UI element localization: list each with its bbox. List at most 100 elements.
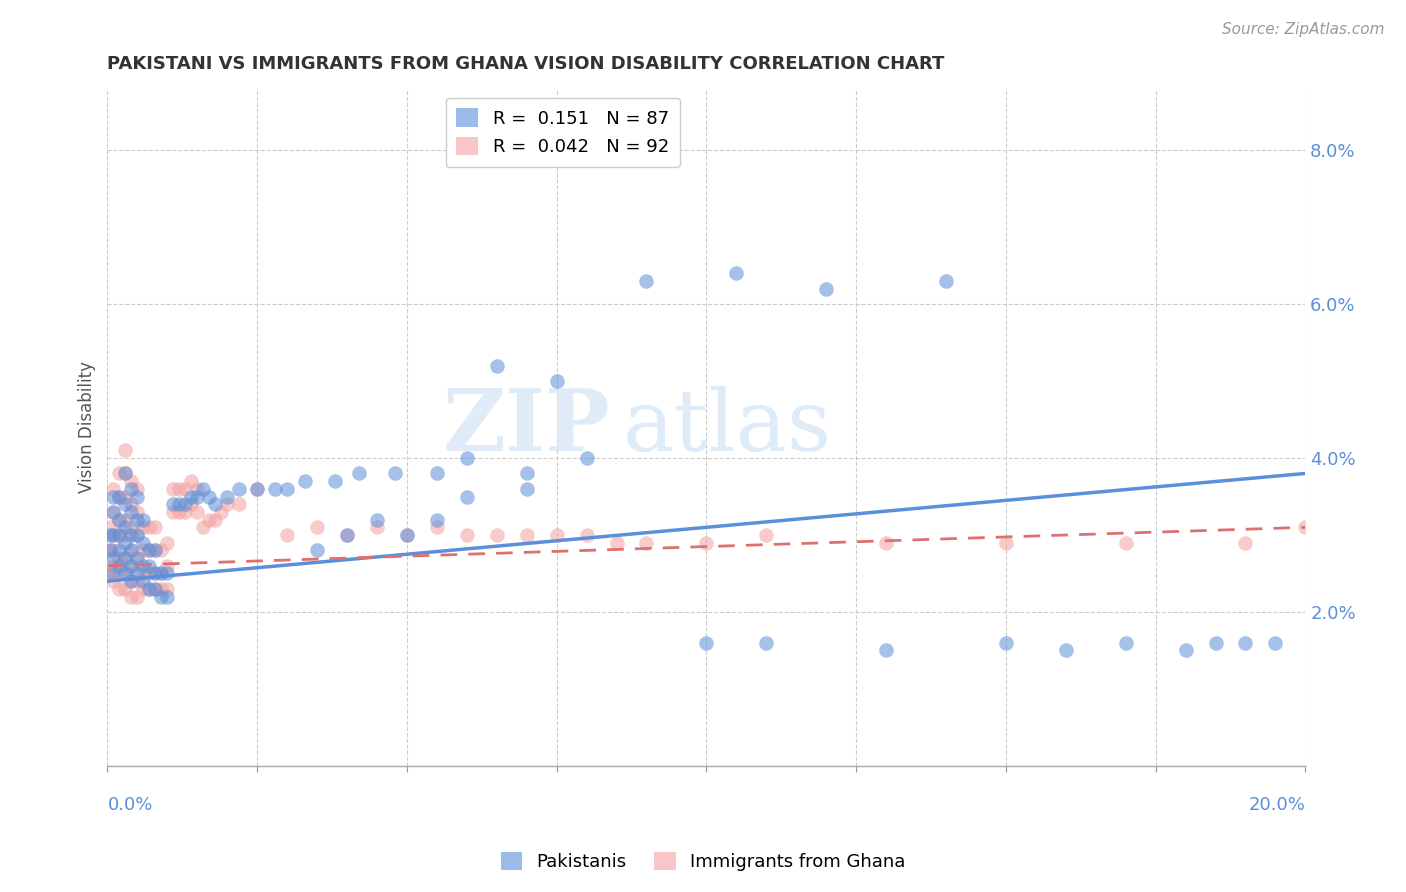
Point xyxy=(127,574,149,589)
Point xyxy=(1234,535,1257,549)
Point xyxy=(103,551,125,566)
Point xyxy=(994,636,1017,650)
Point xyxy=(103,543,125,558)
Point xyxy=(294,474,316,488)
Point xyxy=(143,582,166,596)
Point xyxy=(516,528,538,542)
Point xyxy=(114,443,136,458)
Point xyxy=(695,636,717,650)
Point xyxy=(127,482,149,496)
Point xyxy=(1205,636,1227,650)
Point xyxy=(305,543,328,558)
Point xyxy=(276,482,298,496)
Point xyxy=(132,558,155,573)
Text: ZIP: ZIP xyxy=(443,385,610,469)
Point xyxy=(132,513,155,527)
Point xyxy=(636,535,658,549)
Point xyxy=(605,535,627,549)
Point xyxy=(132,535,155,549)
Point xyxy=(167,505,190,519)
Point xyxy=(114,520,136,534)
Point xyxy=(264,482,287,496)
Point xyxy=(156,590,179,604)
Point xyxy=(994,535,1017,549)
Point xyxy=(193,520,215,534)
Point xyxy=(1115,535,1137,549)
Legend: Pakistanis, Immigrants from Ghana: Pakistanis, Immigrants from Ghana xyxy=(494,845,912,879)
Point xyxy=(174,482,197,496)
Point xyxy=(695,535,717,549)
Point xyxy=(120,574,142,589)
Point xyxy=(132,543,155,558)
Point xyxy=(755,528,778,542)
Point xyxy=(138,566,160,581)
Point xyxy=(426,513,449,527)
Point xyxy=(180,490,202,504)
Point xyxy=(180,497,202,511)
Point xyxy=(127,513,149,527)
Point xyxy=(138,582,160,596)
Point xyxy=(456,490,478,504)
Point xyxy=(755,636,778,650)
Point xyxy=(636,274,658,288)
Point xyxy=(120,543,142,558)
Point xyxy=(336,528,359,542)
Point xyxy=(217,497,239,511)
Point xyxy=(120,558,142,573)
Point xyxy=(127,505,149,519)
Point xyxy=(127,590,149,604)
Legend: R =  0.151   N = 87, R =  0.042   N = 92: R = 0.151 N = 87, R = 0.042 N = 92 xyxy=(446,97,679,167)
Point xyxy=(305,520,328,534)
Point xyxy=(815,282,838,296)
Point xyxy=(114,582,136,596)
Point xyxy=(108,490,131,504)
Point xyxy=(204,497,226,511)
Point xyxy=(120,520,142,534)
Point xyxy=(120,543,142,558)
Point xyxy=(276,528,298,542)
Point xyxy=(100,528,122,542)
Point xyxy=(138,543,160,558)
Point xyxy=(575,450,598,465)
Point xyxy=(546,528,568,542)
Point xyxy=(1264,636,1286,650)
Point xyxy=(426,467,449,481)
Point xyxy=(366,513,388,527)
Point xyxy=(120,574,142,589)
Point xyxy=(935,274,957,288)
Point xyxy=(120,474,142,488)
Point xyxy=(108,513,131,527)
Point xyxy=(120,497,142,511)
Point xyxy=(485,359,508,373)
Point xyxy=(103,505,125,519)
Point xyxy=(114,490,136,504)
Point xyxy=(156,535,179,549)
Point xyxy=(366,520,388,534)
Point xyxy=(174,497,197,511)
Point xyxy=(127,566,149,581)
Point xyxy=(108,551,131,566)
Point xyxy=(103,482,125,496)
Point xyxy=(217,490,239,504)
Point xyxy=(1174,643,1197,657)
Point xyxy=(120,482,142,496)
Point xyxy=(132,566,155,581)
Point xyxy=(103,558,125,573)
Point xyxy=(114,566,136,581)
Point xyxy=(132,520,155,534)
Y-axis label: Vision Disability: Vision Disability xyxy=(79,361,96,493)
Point xyxy=(162,505,184,519)
Point xyxy=(138,543,160,558)
Point xyxy=(150,590,173,604)
Point xyxy=(193,482,215,496)
Point xyxy=(108,467,131,481)
Point xyxy=(108,582,131,596)
Point xyxy=(100,543,122,558)
Point xyxy=(108,558,131,573)
Point xyxy=(336,528,359,542)
Point xyxy=(516,467,538,481)
Text: PAKISTANI VS IMMIGRANTS FROM GHANA VISION DISABILITY CORRELATION CHART: PAKISTANI VS IMMIGRANTS FROM GHANA VISIO… xyxy=(107,55,945,73)
Point xyxy=(103,528,125,542)
Point xyxy=(143,566,166,581)
Point xyxy=(120,528,142,542)
